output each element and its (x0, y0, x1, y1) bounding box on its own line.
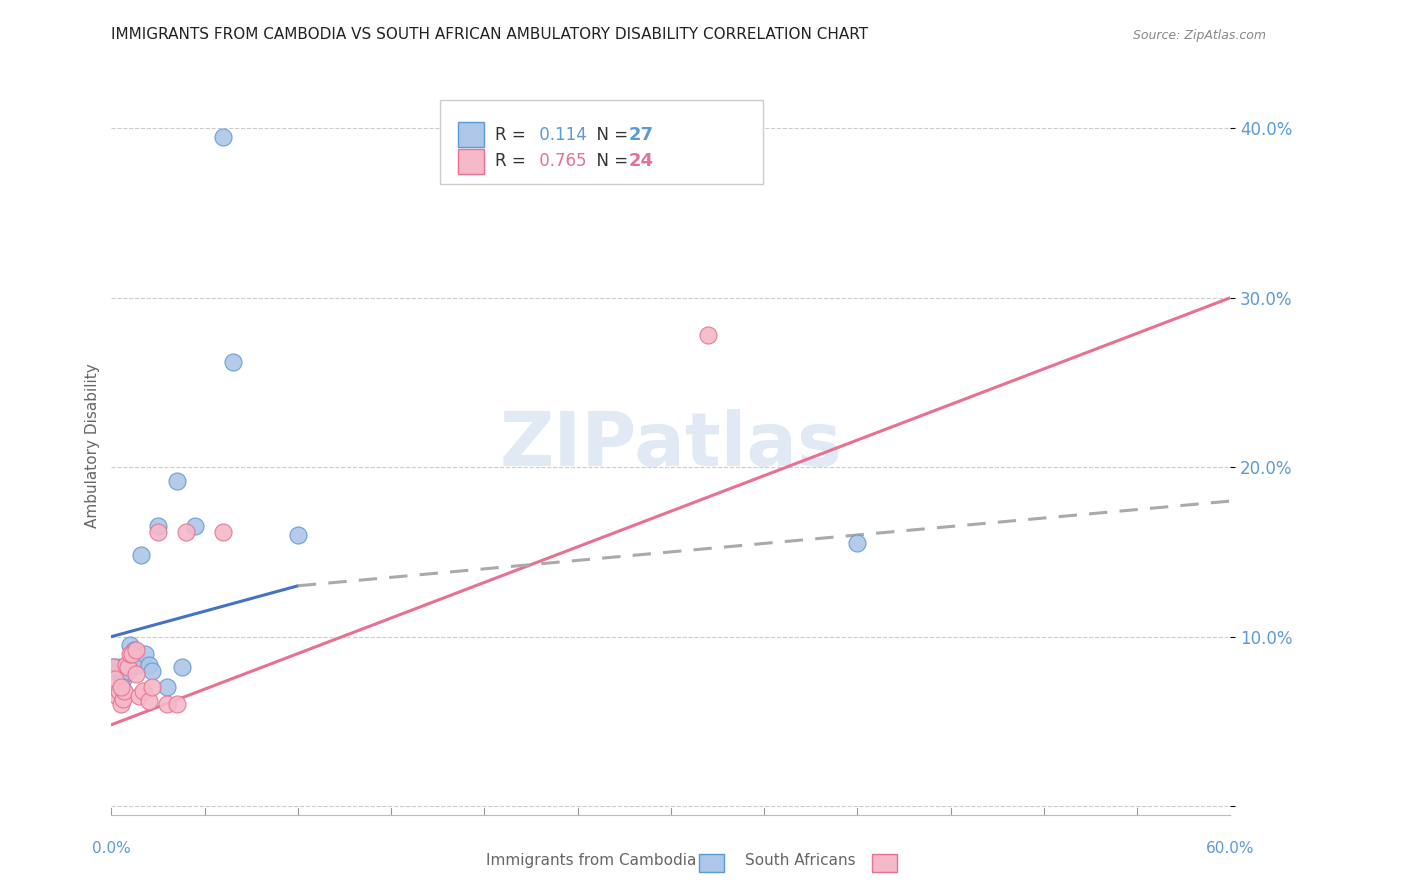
Point (110, 698, 132, 712)
Point (128, 689, 150, 703)
Point (166, 474, 188, 488)
Text: 24: 24 (628, 152, 654, 170)
Point (115, 658, 138, 673)
Point (105, 660, 128, 674)
Point (117, 664, 139, 678)
Point (104, 672, 127, 686)
Text: 0.765: 0.765 (534, 152, 586, 170)
Point (212, 524, 235, 539)
Point (121, 647, 143, 661)
Point (141, 681, 163, 695)
Point (105, 689, 128, 703)
Point (166, 698, 188, 712)
Point (287, 528, 309, 542)
Point (108, 664, 131, 678)
Point (124, 650, 146, 665)
Point (111, 672, 134, 686)
Text: Immigrants from Cambodia: Immigrants from Cambodia (485, 854, 696, 868)
Point (184, 519, 207, 533)
Text: R =: R = (495, 126, 531, 144)
Point (111, 692, 134, 706)
Text: Source: ZipAtlas.com: Source: ZipAtlas.com (1132, 29, 1265, 42)
Point (121, 647, 143, 661)
Point (174, 524, 197, 539)
Point (134, 647, 156, 661)
Text: 27: 27 (628, 126, 654, 144)
Text: N =: N = (586, 126, 634, 144)
Point (114, 684, 136, 698)
Text: South Africans: South Africans (745, 854, 856, 868)
Point (138, 658, 160, 673)
Text: ZIPatlas: ZIPatlas (499, 409, 842, 483)
Point (110, 667, 132, 681)
Point (697, 328, 720, 343)
Point (156, 698, 179, 712)
Point (122, 643, 145, 657)
Point (114, 667, 136, 681)
Point (846, 536, 869, 550)
Point (221, 355, 243, 369)
Text: 60.0%: 60.0% (1206, 841, 1254, 856)
Text: 0.0%: 0.0% (91, 841, 131, 856)
Point (108, 684, 131, 698)
Point (103, 660, 125, 674)
Text: R =: R = (495, 152, 531, 170)
Text: 0.114: 0.114 (534, 126, 588, 144)
Point (212, 129, 235, 144)
Point (115, 658, 138, 673)
Point (156, 681, 179, 695)
Text: IMMIGRANTS FROM CAMBODIA VS SOUTH AFRICAN AMBULATORY DISABILITY CORRELATION CHAR: IMMIGRANTS FROM CAMBODIA VS SOUTH AFRICA… (111, 27, 869, 42)
Point (103, 660, 125, 674)
Point (124, 667, 146, 681)
Point (146, 524, 169, 539)
Point (138, 694, 160, 708)
Point (172, 660, 194, 674)
Point (127, 658, 149, 673)
Point (117, 660, 139, 674)
Point (120, 638, 142, 652)
Text: N =: N = (586, 152, 634, 170)
Point (110, 681, 132, 695)
Y-axis label: Ambulatory Disability: Ambulatory Disability (86, 364, 100, 528)
Point (132, 684, 155, 698)
Point (104, 664, 127, 678)
Point (124, 643, 146, 657)
Point (141, 664, 163, 678)
Point (120, 647, 142, 661)
Point (129, 549, 152, 563)
Point (146, 519, 169, 533)
